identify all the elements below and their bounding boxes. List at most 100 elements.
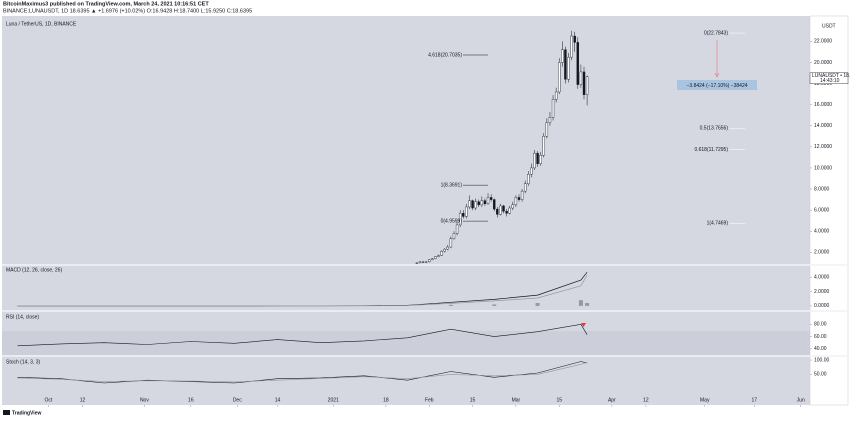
currency-label: USDT (822, 23, 836, 29)
histogram-bar (535, 303, 540, 306)
y-tick-label: 6.0000 (814, 207, 830, 213)
y-tick-label: 4.0000 (814, 275, 830, 281)
x-tick-label: May (700, 397, 710, 403)
candle-body (523, 183, 527, 192)
candle-body (468, 200, 471, 208)
candle-body (567, 56, 570, 80)
indicator-line (17, 274, 588, 307)
candle-body (471, 200, 474, 209)
candle-body (576, 42, 580, 85)
candle-body (418, 261, 422, 264)
fib-label: 0(22.7843) (704, 30, 729, 36)
pane-title: Luna / TetherUS, 1D, BINANCE (6, 21, 77, 27)
x-tick-label: 12 (643, 397, 649, 403)
x-tick-label: 15 (556, 397, 562, 403)
fib-label: 0.618(11.7295) (694, 147, 728, 153)
candle-body (561, 49, 564, 63)
histogram-bar (448, 304, 453, 306)
candle-body (424, 261, 428, 263)
candle-body (536, 152, 539, 164)
histogram-bar (578, 300, 583, 306)
candle-body (483, 200, 487, 205)
x-tick-label: 12 (80, 397, 86, 403)
candle-body (585, 76, 589, 95)
candle-body (431, 258, 434, 260)
quote-line: BINANCE:LUNAUSDT, 1D 18.6395 ▲ +1.6976 (… (3, 8, 252, 14)
x-tick-label: Apr (608, 397, 616, 403)
candle-body (573, 35, 576, 43)
candle-body (527, 174, 530, 184)
candle-body (465, 206, 468, 217)
candle-body (533, 152, 536, 169)
candle-body (449, 238, 453, 248)
x-tick-label: 16 (188, 397, 194, 403)
x-tick-label: 14 (275, 397, 281, 403)
candle-body (493, 199, 496, 210)
candle-body (499, 205, 502, 215)
rsi-band (2, 331, 810, 355)
candle-body (579, 71, 583, 85)
candle-body (486, 197, 490, 205)
candle-body (462, 213, 465, 217)
candle-body (558, 62, 561, 93)
candle-body (564, 49, 567, 80)
measure-box (677, 80, 757, 90)
y-tick-label: 4.0000 (814, 229, 830, 235)
candle-body (458, 213, 462, 226)
x-tick-label: Oct (45, 397, 53, 403)
candle-body (551, 99, 555, 118)
histogram-bar (492, 304, 497, 306)
signal-marker (581, 323, 586, 327)
candle-body (480, 200, 484, 206)
candle-body (428, 259, 431, 263)
candle-body (415, 262, 419, 264)
y-tick-label: 2.0000 (814, 250, 830, 256)
x-tick-label: Dec (233, 397, 242, 403)
y-tick-label: 16.0000 (814, 102, 832, 108)
y-tick-label: 20.0000 (814, 60, 832, 66)
candle-body (477, 201, 480, 206)
candle-body (489, 197, 493, 200)
candle-body (446, 246, 449, 250)
candle-body (582, 71, 586, 95)
y-tick-label: 12.0000 (814, 144, 832, 150)
candle-body (421, 261, 425, 263)
candle-body (530, 167, 533, 175)
fib-label: 0.5(13.7656) (700, 126, 729, 132)
y-tick-label: 50.00 (814, 372, 827, 378)
candle-body (502, 205, 505, 212)
candle-body (452, 233, 456, 239)
logo-icon (3, 410, 10, 415)
candle-body (520, 190, 524, 200)
indicator-line (17, 323, 588, 347)
x-tick-label: Feb (425, 397, 434, 403)
candle-body (434, 256, 437, 259)
candle-body (455, 224, 459, 234)
fib-label: 0(4.9599) (441, 218, 463, 224)
x-tick-label: 2021 (328, 397, 339, 403)
candle-body (542, 136, 545, 156)
candle-body (496, 208, 499, 215)
x-tick-label: Nov (140, 397, 149, 403)
y-tick-label: 0.0000 (814, 303, 830, 309)
logo-text: TradingView (12, 410, 41, 416)
histogram-bar (585, 303, 590, 306)
x-tick-label: Jun (797, 397, 805, 403)
measure-label: −3.8424 (−17.10%) −38424 (686, 83, 747, 89)
last-price-label: LUNAUSDT • 18.6395 (812, 73, 850, 79)
y-tick-label: 80.00 (814, 322, 827, 328)
y-tick-label: 10.0000 (814, 165, 832, 171)
fib-label: 1(4.7469) (707, 221, 729, 227)
pane-title: MACD (12, 26, close, 26) (6, 267, 62, 273)
x-tick-label: 17 (751, 397, 757, 403)
candle-body (443, 248, 446, 252)
y-tick-label: 40.00 (814, 346, 827, 352)
y-tick-label: 2.0000 (814, 289, 830, 295)
candle-body (505, 210, 508, 214)
pane-title: RSI (14, close) (6, 314, 39, 320)
measure-arrowhead (714, 72, 720, 78)
candle-body (437, 255, 440, 257)
candle-body (517, 197, 521, 200)
